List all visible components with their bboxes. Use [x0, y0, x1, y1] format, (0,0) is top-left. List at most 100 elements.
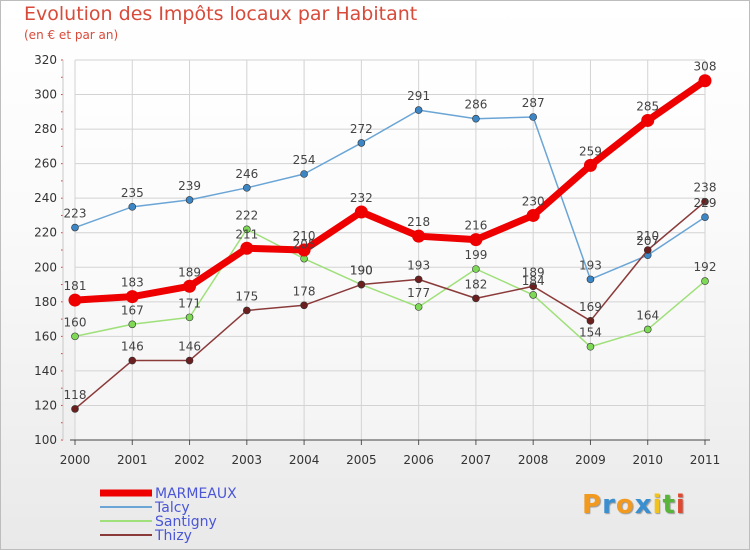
x-tick-label: 2004 [289, 453, 320, 467]
data-label-talcy: 235 [121, 186, 144, 200]
data-label-marmeaux: 181 [64, 279, 87, 293]
x-tick-label: 2003 [232, 453, 263, 467]
chart-subtitle: (en € et par an) [24, 28, 119, 42]
point-santigny [185, 313, 194, 322]
data-label-santigny: 160 [64, 315, 87, 329]
point-santigny [529, 291, 537, 299]
data-label-marmeaux: 232 [350, 191, 373, 205]
data-label-thizy: 190 [350, 264, 373, 278]
data-label-talcy: 272 [350, 122, 373, 136]
point-thizy [414, 275, 423, 284]
point-santigny [701, 277, 709, 285]
point-thizy [701, 197, 709, 206]
point-santigny [71, 332, 79, 341]
data-label-santigny: 164 [636, 308, 659, 322]
data-label-thizy: 193 [407, 258, 430, 272]
data-label-santigny: 177 [407, 286, 430, 300]
point-talcy [357, 139, 366, 147]
series-line-talcy [74, 109, 706, 281]
point-santigny [472, 265, 480, 273]
point-talcy [243, 184, 251, 192]
data-label-santigny: 154 [579, 326, 602, 340]
data-label-santigny: 205 [293, 238, 316, 252]
y-tick-label: 240 [34, 191, 57, 205]
point-thizy [586, 317, 595, 325]
data-label-talcy: 229 [694, 196, 717, 210]
data-label-marmeaux: 210 [293, 229, 316, 243]
y-tick-label: 200 [34, 260, 57, 274]
x-tick-label: 2006 [403, 453, 434, 467]
series-line-thizy [74, 200, 706, 410]
data-label-thizy: 146 [121, 340, 144, 354]
point-thizy [128, 356, 137, 365]
series-lines [68, 74, 712, 413]
series-line-santigny [74, 228, 706, 348]
point-marmeaux [641, 113, 655, 127]
data-label-marmeaux: 285 [636, 99, 659, 113]
x-tick-label: 2011 [690, 453, 721, 467]
chart-title: Evolution des Impôts locaux par Habitant [24, 3, 418, 25]
point-thizy [300, 301, 308, 310]
data-label-talcy: 291 [407, 89, 430, 103]
data-label-thizy: 189 [522, 265, 545, 279]
point-marmeaux [469, 233, 483, 247]
point-thizy [472, 294, 480, 303]
x-tick-label: 2000 [60, 453, 91, 467]
data-label-talcy: 193 [579, 258, 602, 272]
point-santigny [586, 342, 595, 351]
data-label-marmeaux: 183 [121, 276, 144, 290]
logo-letter: x [634, 490, 653, 520]
data-label-thizy: 118 [64, 388, 87, 402]
point-santigny [128, 320, 137, 329]
plot-area [75, 60, 705, 440]
y-tick-label: 140 [34, 364, 57, 378]
y-tick-label: 100 [34, 433, 57, 447]
point-marmeaux [125, 290, 139, 304]
logo-letter: i [652, 490, 663, 520]
point-talcy [701, 213, 709, 221]
logo-letter: o [615, 490, 635, 520]
point-marmeaux [297, 243, 311, 257]
y-tick-label: 180 [34, 295, 57, 309]
data-label-santigny: 184 [522, 274, 545, 288]
proxiti-logo: Proxiti [582, 490, 686, 520]
x-tick-label: 2001 [117, 453, 148, 467]
logo-letter: r [602, 490, 616, 520]
data-label-santigny: 199 [464, 248, 487, 262]
point-talcy [71, 223, 79, 232]
point-thizy [643, 246, 652, 254]
data-label-santigny: 171 [178, 296, 201, 310]
point-thizy [71, 405, 79, 413]
y-tick-label: 320 [34, 53, 57, 67]
point-marmeaux [526, 208, 540, 222]
data-label-santigny: 190 [350, 264, 373, 278]
point-talcy [185, 196, 194, 204]
y-tick-label: 300 [34, 88, 57, 102]
data-label-marmeaux: 308 [694, 60, 717, 74]
x-tick-label: 2008 [518, 453, 549, 467]
y-tick-label: 160 [34, 329, 57, 343]
data-label-talcy: 223 [64, 207, 87, 221]
data-label-santigny: 167 [121, 303, 144, 317]
x-tick-label: 2007 [461, 453, 492, 467]
axes: 100 120 140 160 180 200 220 240 260 280 300 320 2000… [34, 53, 720, 467]
data-label-talcy: 246 [235, 167, 258, 181]
point-marmeaux [68, 293, 82, 307]
point-thizy [243, 306, 251, 315]
legend-label-santigny: Santigny [155, 514, 217, 530]
data-label-thizy: 210 [636, 229, 659, 243]
data-label-santigny: 222 [235, 208, 258, 222]
point-marmeaux [412, 229, 426, 243]
series-line-marmeaux [71, 77, 709, 304]
point-santigny [643, 325, 652, 334]
legend-label-talcy: Talcy [154, 500, 190, 516]
data-label-thizy: 178 [293, 284, 316, 298]
data-label-talcy: 286 [464, 98, 487, 112]
logo-letter: i [675, 490, 686, 520]
point-talcy [300, 170, 308, 178]
x-tick-label: 2009 [575, 453, 606, 467]
data-label-talcy: 254 [293, 153, 316, 167]
